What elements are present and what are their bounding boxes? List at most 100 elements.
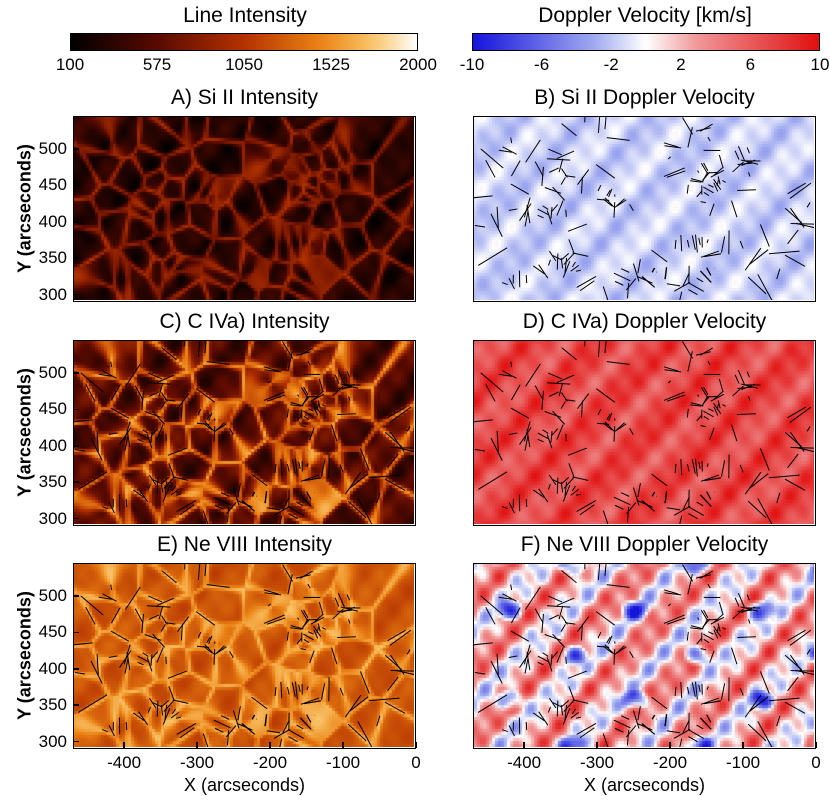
velocity-colorbar-tick-label: -2 [603,55,619,74]
network-boundary-segment [142,429,149,434]
network-boundary-segment [703,192,710,197]
network-boundary-segment [510,407,530,419]
network-boundary-segment [158,605,164,620]
network-boundary-segment [306,686,309,690]
network-boundary-segment [790,447,814,449]
y-tick-label: 400 [38,658,67,678]
velocity-colorbar-tick-label: 6 [745,55,756,74]
intensity-colorbar-tick-label: 100 [55,55,85,74]
network-boundary-segment [309,650,315,663]
network-boundary-segment [679,291,683,300]
network-boundary-segment [602,733,609,747]
network-boundary-segment [102,370,117,379]
network-boundary-segment [614,422,625,432]
network-boundary-segment [175,493,182,496]
network-boundary-segment [667,156,671,160]
network-boundary-segment [595,164,616,179]
network-boundary-segment [706,395,719,398]
network-boundary-segment [720,236,726,253]
network-boundary-segment [700,270,712,283]
network-boundary-segment [552,702,562,708]
panel-title: C) C IVa) Intensity [159,310,330,333]
network-boundary-segment [498,596,512,600]
network-boundary-segment [564,257,568,274]
x-tick-label: -100 [726,753,761,772]
network-boundary-segment [695,351,711,356]
network-boundary-segment [550,431,553,443]
network-boundary-segment [579,504,595,516]
network-boundary-segment [694,234,698,253]
network-boundary-segment [687,351,693,372]
network-boundary-segment [597,564,601,581]
network-boundary-segment [679,738,683,747]
network-boundary-segment [608,188,613,198]
network-boundary-segment [474,449,486,452]
network-boundary-segment [349,473,369,489]
network-boundary-segment [746,371,750,378]
network-boundary-segment [700,717,712,730]
network-boundary-segment [316,626,319,634]
network-boundary-segment [722,404,726,407]
y-tick-label: 300 [38,284,67,304]
network-boundary-segment [337,413,356,415]
network-boundary-segment [108,725,115,737]
network-boundary-segment [597,408,602,416]
network-boundary-segment [156,700,159,717]
network-boundary-segment [146,434,153,449]
x-tick-label: -200 [653,753,688,772]
network-boundary-segment [296,414,303,422]
network-boundary-segment [390,670,414,672]
network-boundary-segment [206,584,230,588]
network-boundary-segment [318,378,324,391]
network-boundary-segment [266,394,286,402]
network-boundary-segment [629,651,634,658]
network-boundary-segment [698,684,701,692]
network-boundary-segment [108,432,118,436]
network-boundary-segment [806,202,811,208]
network-boundary-segment [406,426,411,432]
network-boundary-segment [696,277,704,283]
network-boundary-segment [546,158,571,161]
network-boundary-segment [709,650,715,663]
network-boundary-segment [501,506,508,510]
network-boundary-segment [291,459,296,474]
network-boundary-segment [313,613,324,623]
network-boundary-segment [348,619,351,624]
network-boundary-segment [613,272,631,282]
network-boundary-segment [524,657,529,674]
network-boundary-segment [637,259,641,274]
network-boundary-segment [734,150,740,160]
network-boundary-segment [525,139,541,163]
network-boundary-segment [710,393,725,402]
network-boundary-segment [98,373,112,377]
network-boundary-segment [204,564,207,577]
network-boundary-segment [160,401,166,409]
network-boundary-segment [579,280,595,292]
network-boundary-segment [287,574,293,595]
network-boundary-segment [749,473,769,489]
network-boundary-segment [474,642,493,646]
network-boundary-segment [480,148,504,169]
x-tick-mark [669,742,671,748]
network-boundary-segment [280,681,283,699]
network-boundary-segment [538,264,549,279]
network-boundary-segment [519,650,532,668]
network-boundary-segment [213,496,231,506]
network-boundary-segment [196,645,210,648]
network-boundary-segment [538,711,549,726]
network-boundary-segment [232,710,240,729]
network-boundary-segment [317,400,321,409]
network-boundary-segment [490,213,503,237]
network-boundary-segment [790,223,814,225]
network-boundary-segment [731,200,738,218]
network-boundary-segment [564,481,568,498]
x-tick-label: -100 [326,753,361,772]
network-boundary-segment [703,162,709,172]
network-boundary-segment [651,696,668,710]
network-boundary-segment [651,267,656,273]
network-boundary-segment [686,184,689,194]
y-tick-mark [73,148,79,150]
network-boundary-segment [251,696,268,710]
network-boundary-segment [387,676,399,692]
network-boundary-segment [703,609,709,619]
